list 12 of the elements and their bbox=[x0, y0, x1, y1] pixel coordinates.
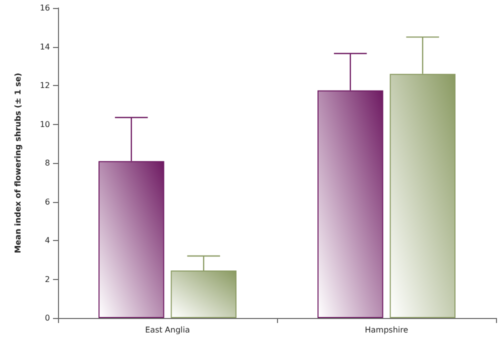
y-tick-label: 14 bbox=[40, 42, 50, 52]
y-tick-label: 8 bbox=[44, 158, 50, 168]
y-tick-label: 2 bbox=[44, 274, 50, 284]
y-tick-label: 0 bbox=[44, 314, 50, 322]
y-tick-label: 12 bbox=[40, 81, 50, 90]
y-tick-label: 16 bbox=[40, 4, 50, 12]
y-tick-label: 6 bbox=[44, 197, 50, 206]
y-tick-label: 10 bbox=[40, 120, 50, 129]
x-tick-label: Hampshire bbox=[364, 326, 408, 334]
x-tick-label: East Anglia bbox=[145, 326, 190, 334]
y-tick-label: 4 bbox=[44, 236, 50, 245]
y-axis-title: Mean index of flowering shrubs (± 1 se) bbox=[14, 72, 22, 254]
